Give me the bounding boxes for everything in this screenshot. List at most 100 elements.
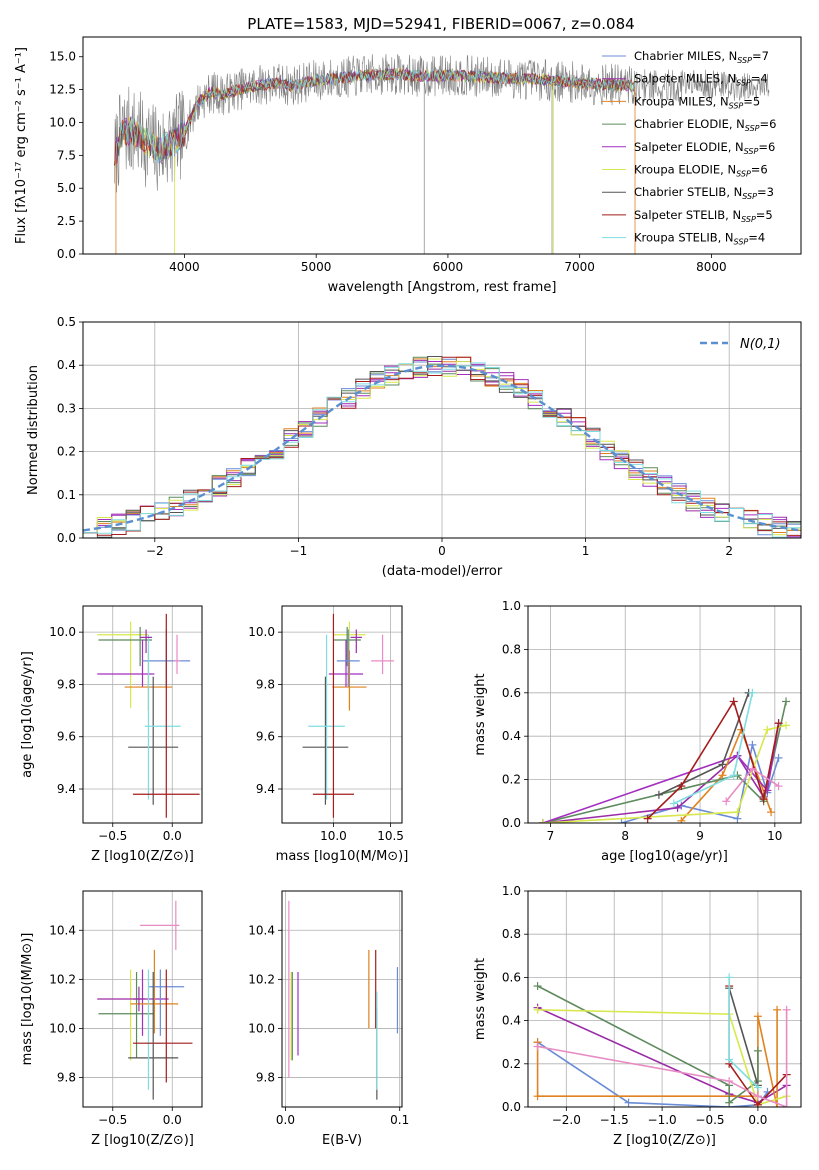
age-vs-mass-panel: 10.0 10.5 9.4 9.6 9.8 10.0 mass [log10(M/M⊙)] (248, 605, 409, 864)
y-tick-label: 9.6 (256, 730, 275, 744)
y-tick-label: 0.6 (502, 686, 521, 700)
x-tick-label: −0.5 (98, 1113, 127, 1127)
y-tick-label: 0.2 (502, 1057, 521, 1071)
x-tick-label: 8 (621, 829, 629, 843)
y-tick-label: 9.4 (256, 782, 275, 796)
legend-label: Salpeter ELODIE, NSSP=6 (634, 140, 775, 156)
y-tick-label: 10.2 (49, 972, 76, 986)
y-tick-label: 0.6 (502, 970, 521, 984)
plot-area (97, 613, 200, 818)
y-tick-label: 0.2 (57, 445, 76, 459)
y-tick-label: 15.0 (49, 50, 76, 64)
x-tick-label: 10.5 (377, 829, 404, 843)
x-tick-label: 0.0 (276, 1113, 295, 1127)
y-tick-label: 0.0 (502, 1100, 521, 1114)
x-tick-label: 0 (438, 544, 446, 558)
y-tick-label: 9.8 (256, 677, 275, 691)
axes-frame (82, 605, 203, 824)
x-axis-label: age [log10(age/yr)] (601, 849, 728, 864)
x-tick-label: 10.0 (320, 829, 347, 843)
x-tick-label: 8000 (696, 260, 727, 274)
y-tick-label: 0.3 (57, 401, 76, 415)
x-tick-label: 2 (725, 544, 733, 558)
y-tick-label: 0.4 (502, 1014, 521, 1028)
y-tick-label: 0.1 (57, 488, 76, 502)
y-axis-label: age [log10(age/yr)] (20, 651, 35, 778)
legend-label: Kroupa STELIB, NSSP=4 (634, 231, 765, 247)
y-axis-label: mass weight (473, 958, 488, 1040)
weight-series-line (537, 1006, 788, 1104)
plot-area (97, 900, 193, 1100)
plot-area (533, 973, 791, 1107)
y-tick-label: 10.0 (248, 1021, 275, 1035)
spectrum-panel: 4000 5000 6000 7000 8000 0.0 2.5 5.0 7.5 10.0 12.5… (14, 36, 802, 295)
residuals-panel: −2 −1 0 1 2 0.0 0.1 0.2 0.3 0.4 0.5 (data-model)/er… (26, 315, 802, 579)
x-tick-label: 7000 (564, 260, 595, 274)
plot-area (114, 53, 770, 254)
weight-vs-metallicity-panel: −2.0 −1.5 −1.0 −0.5 0.0 0.0 0.2 0.4 0.6 0.8 1.0 Z [… (473, 884, 802, 1148)
y-tick-label: 7.5 (57, 148, 76, 162)
axes-frame (82, 36, 802, 255)
y-tick-label: 5.0 (57, 181, 76, 195)
x-axis-label: wavelength [Angstrom, rest frame] (328, 280, 557, 295)
y-tick-label: 10.0 (248, 625, 275, 639)
weight-vs-age-panel: 7 8 9 10 0.0 0.2 0.4 0.6 0.8 1.0 age [log10(age/yr… (473, 599, 802, 864)
y-tick-label: 0.0 (57, 247, 76, 261)
y-tick-label: 1.0 (502, 884, 521, 898)
legend-label: Salpeter STELIB, NSSP=5 (634, 208, 773, 224)
x-tick-label: 0.0 (163, 829, 182, 843)
y-axis-label: mass [log10(M/M⊙)] (20, 933, 35, 1066)
histogram-series (83, 362, 801, 538)
y-tick-label: 1.0 (502, 599, 521, 613)
axes-frame (281, 605, 403, 824)
y-axis-label: Normed distribution (26, 365, 41, 495)
y-tick-label: 10.2 (248, 972, 275, 986)
x-tick-label: −0.5 (695, 1113, 724, 1127)
weight-series-line (537, 1009, 787, 1106)
x-tick-label: −1 (290, 544, 308, 558)
x-axis-label: (data-model)/error (382, 564, 503, 579)
x-tick-label: 10 (767, 829, 782, 843)
x-tick-label: −1.5 (600, 1113, 629, 1127)
y-axis-label: Flux [fλ10⁻¹⁷ erg cm⁻² s⁻¹ A⁻¹] (14, 47, 29, 244)
axes-frame (82, 890, 203, 1108)
legend-label: Chabrier MILES, NSSP=7 (634, 49, 769, 65)
y-tick-label: 10.0 (49, 1021, 76, 1035)
y-tick-label: 0.0 (57, 531, 76, 545)
y-tick-label: 0.5 (57, 315, 76, 329)
x-tick-label: 1 (582, 544, 590, 558)
x-tick-label: 0.1 (390, 1113, 409, 1127)
y-tick-label: 9.6 (57, 730, 76, 744)
plot-area (83, 356, 801, 538)
axes-frame (281, 890, 403, 1108)
y-tick-label: 10.0 (49, 625, 76, 639)
x-axis-label: Z [log10(Z/Z⊙)] (613, 1133, 716, 1148)
y-tick-label: 0.0 (502, 816, 521, 830)
figure-title: PLATE=1583, MJD=52941, FIBERID=0067, z=0… (247, 15, 634, 33)
y-tick-label: 0.2 (502, 773, 521, 787)
y-tick-label: 0.4 (502, 729, 521, 743)
mass-vs-metallicity-panel: −0.5 0.0 9.8 10.0 10.2 10.4 Z [log10(Z/Z⊙)] mas… (20, 890, 203, 1148)
x-axis-label: mass [log10(M/M⊙)] (276, 849, 409, 864)
x-tick-label: 7 (547, 829, 555, 843)
x-axis-label: Z [log10(Z/Z⊙)] (91, 1133, 194, 1148)
plot-area (302, 613, 394, 818)
model-spectrum (114, 68, 635, 169)
x-axis-label: Z [log10(Z/Z⊙)] (91, 849, 194, 864)
plot-area (538, 688, 791, 823)
age-vs-metallicity-panel: −0.5 0.0 9.4 9.6 9.8 10.0 Z [log10(Z/Z⊙)] age [… (20, 605, 203, 864)
x-tick-label: 5000 (301, 260, 332, 274)
x-tick-label: −1.0 (648, 1113, 677, 1127)
y-tick-label: 9.8 (256, 1071, 275, 1085)
x-tick-label: −0.5 (98, 829, 127, 843)
x-tick-label: 4000 (169, 260, 200, 274)
y-tick-label: 9.8 (57, 677, 76, 691)
y-tick-label: 0.8 (502, 642, 521, 656)
legend-label: Salpeter MILES, NSSP=4 (634, 72, 768, 88)
x-tick-label: 6000 (433, 260, 464, 274)
y-axis-label: mass weight (473, 673, 488, 755)
y-tick-label: 12.5 (49, 83, 76, 97)
mass-vs-ebv-panel: 0.0 0.1 9.8 10.0 10.2 10.4 E(B-V) (248, 890, 409, 1148)
axes-frame (527, 605, 802, 824)
